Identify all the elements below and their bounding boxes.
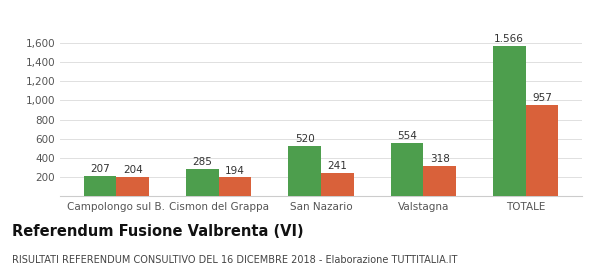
Bar xyxy=(321,173,354,196)
Bar xyxy=(526,104,558,196)
Bar xyxy=(391,143,423,196)
Bar xyxy=(186,169,219,196)
Text: RISULTATI REFERENDUM CONSULTIVO DEL 16 DICEMBRE 2018 - Elaborazione TUTTITALIA.I: RISULTATI REFERENDUM CONSULTIVO DEL 16 D… xyxy=(12,255,457,265)
Text: 520: 520 xyxy=(295,134,314,144)
Text: 957: 957 xyxy=(532,93,552,103)
Bar xyxy=(116,176,149,196)
Bar xyxy=(288,146,321,196)
Text: 554: 554 xyxy=(397,131,417,141)
Bar xyxy=(219,178,251,196)
Text: 194: 194 xyxy=(225,165,245,176)
Text: 318: 318 xyxy=(430,154,449,164)
Bar xyxy=(84,176,116,196)
Text: 204: 204 xyxy=(123,165,143,175)
Text: 241: 241 xyxy=(328,161,347,171)
Text: 207: 207 xyxy=(90,164,110,174)
Text: 1.566: 1.566 xyxy=(494,34,524,45)
Text: 285: 285 xyxy=(193,157,212,167)
Bar xyxy=(423,166,456,196)
Bar xyxy=(493,46,526,196)
Text: Referendum Fusione Valbrenta (VI): Referendum Fusione Valbrenta (VI) xyxy=(12,224,304,239)
